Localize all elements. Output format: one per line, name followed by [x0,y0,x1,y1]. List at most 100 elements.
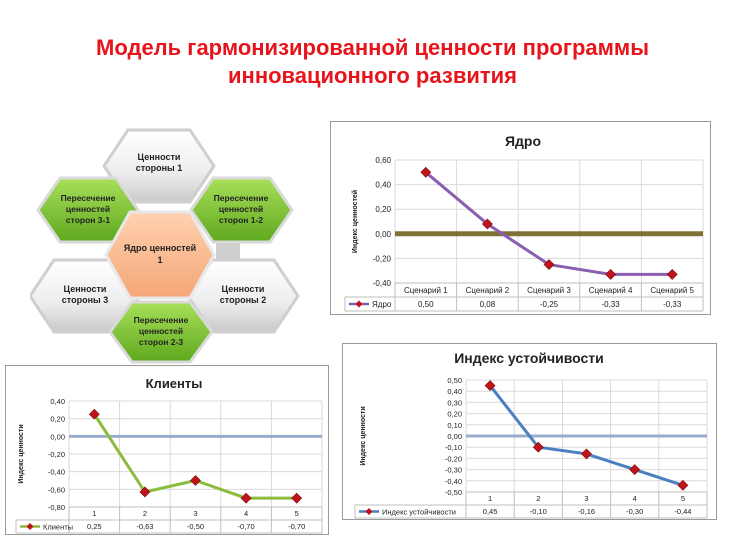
chart-clients-value-label: -0,70 [238,522,255,531]
chart-clients-y-tick-label: 0,40 [50,397,65,406]
chart-core-x-tick-label: Сценарий 3 [527,286,571,295]
chart-clients-data-point-1 [88,408,100,420]
chart-stability-y-axis-label: Индекс ценности [360,406,367,465]
chart-core-y-tick-label: -0,20 [373,254,392,263]
chart-stability-x-tick-label: 1 [488,494,492,503]
hex-core-line-1: Ядро ценностей [124,243,196,253]
chart-core-data-point-5 [666,268,678,280]
hex-values-2-line-2: стороны 2 [220,295,266,305]
chart-core-value-label: 0,50 [418,300,434,309]
chart-stability-y-tick-label: 0,10 [447,421,462,430]
hex-values-3-line-1: Ценности [64,284,107,294]
hex-intersect-1-2-line-1: Пересечение [214,193,269,203]
hex-values-2-line-1: Ценности [222,284,265,294]
chart-core-data-point-4 [605,268,617,280]
hex-values-1-line-2: стороны 1 [136,163,182,173]
chart-stability-data-point-1 [484,380,496,392]
hexagon-diagram: Ценности стороны 1 Ценности стороны 2 Це… [30,128,300,364]
chart-clients-svg: Клиенты Индекс ценности 0,40 0,20 0,00 -0,20 -… [15,376,323,534]
chart-core-x-tick-label: Сценарий 1 [404,286,448,295]
chart-stability-y-tick-label: 0,00 [447,432,462,441]
chart-clients-x-tick-label: 5 [295,509,299,518]
chart-clients-value-label: -0,70 [288,522,305,531]
chart-stability-x-tick-label: 2 [536,494,540,503]
chart-clients-legend-marker [26,523,34,530]
chart-clients: Клиенты Индекс ценности 0,40 0,20 0,00 -0,20 -… [5,365,329,535]
hex-intersect-2-3-line-1: Пересечение [134,315,189,325]
chart-stability-value-label: -0,30 [626,507,643,516]
chart-core-data-point-3 [543,259,555,270]
chart-core: Ядро Индекс ценностей 0,60 0,40 0,20 0,00 -0,2… [330,121,711,315]
hex-intersect-1-2-line-3: сторон 1-2 [219,215,263,225]
chart-clients-x-tick-label: 3 [193,509,197,518]
chart-stability-value-label: -0,44 [674,507,691,516]
hex-intersect-3-1-line-2: ценностей [66,204,110,214]
hex-intersect-2-3-line-3: сторон 2-3 [139,337,183,347]
hex-intersect-1-2-line-2: ценностей [219,204,263,214]
chart-stability: Индекс устойчивости Индекс ценности 0,50 0,… [342,343,717,520]
hex-values-1: Ценности стороны 1 [102,128,216,204]
chart-clients-data-point-5 [291,492,303,504]
chart-stability-y-tick-label: 0,20 [447,410,462,419]
chart-clients-value-label: -0,63 [136,522,153,531]
chart-stability-y-tick-label: -0,40 [445,477,462,486]
chart-core-x-tick-label: Сценарий 4 [589,286,633,295]
chart-clients-legend-label: Клиенты [43,523,73,532]
chart-core-y-tick-label: 0,00 [375,230,391,239]
chart-stability-data-point-2 [532,441,544,453]
chart-stability-legend-label: Индекс устойчивости [382,508,456,517]
chart-clients-y-tick-label: -0,20 [48,450,65,459]
page-title-line-2: инновационного развития [228,63,517,88]
page-title-line-1: Модель гармонизированной ценности програ… [96,35,649,60]
chart-core-svg: Ядро Индекс ценностей 0,60 0,40 0,20 0,00 -0,2… [344,133,704,312]
chart-core-y-tick-label: -0,40 [373,279,392,288]
chart-stability-y-tick-label: -0,10 [445,443,462,452]
chart-core-x-tick-label: Сценарий 2 [466,286,510,295]
hex-intersect-1-2: Пересечение ценностей сторон 1-2 [189,176,294,244]
chart-core-data-point-2 [481,218,493,230]
chart-clients-y-tick-label: 0,00 [50,432,65,441]
hex-intersect-3-1: Пересечение ценностей сторон 3-1 [36,176,140,244]
chart-stability-y-tick-label: 0,40 [447,387,462,396]
hex-intersect-3-1-line-1: Пересечение [61,193,116,203]
hex-values-3-line-2: стороны 3 [62,295,108,305]
chart-core-value-label: -0,25 [540,300,559,309]
chart-clients-data-point-3 [190,475,201,486]
chart-stability-y-tick-label: 0,30 [447,398,462,407]
chart-stability-legend-marker [365,508,373,515]
chart-stability-x-tick-label: 5 [681,494,685,503]
chart-clients-y-tick-label: -0,40 [48,468,65,477]
chart-stability-svg: Индекс устойчивости Индекс ценности 0,50 0,… [354,350,708,519]
chart-core-value-label: 0,08 [480,300,496,309]
chart-core-y-tick-label: 0,40 [375,181,391,190]
hex-intersect-2-3-line-2: ценностей [139,326,183,336]
chart-core-data-point-1 [420,166,432,178]
chart-core-y-tick-label: 0,20 [375,205,391,214]
chart-clients-x-tick-label: 2 [143,509,147,518]
hex-values-1-line-1: Ценности [138,152,181,162]
chart-stability-y-tick-label: -0,50 [445,488,462,497]
chart-stability-x-tick-label: 4 [633,494,637,503]
chart-clients-y-tick-label: -0,80 [48,503,65,512]
hex-core: Ядро ценностей 1 [104,210,216,300]
chart-core-title: Ядро [505,133,541,149]
chart-stability-value-label: -0,16 [578,507,595,516]
page-title: Модель гармонизированной ценности програ… [0,34,745,90]
chart-clients-y-tick-label: -0,60 [48,485,65,494]
chart-core-y-axis-label: Индекс ценностей [351,190,359,253]
chart-core-value-label: -0,33 [601,300,620,309]
hex-intersect-3-1-line-3: сторон 3-1 [66,215,110,225]
hex-core-line-2: 1 [157,255,162,265]
chart-core-x-tick-label: Сценарий 5 [650,286,694,295]
chart-clients-data-point-2 [139,486,151,498]
chart-clients-value-label: -0,50 [187,522,204,531]
chart-core-legend-marker [355,300,363,308]
chart-stability-y-tick-label: -0,30 [445,466,462,475]
chart-clients-value-label: 0,25 [87,522,102,531]
chart-clients-x-tick-label: 4 [244,509,248,518]
chart-clients-y-tick-label: 0,20 [50,415,65,424]
chart-core-series-line [424,171,673,276]
chart-stability-y-tick-label: 0,50 [447,376,462,385]
chart-stability-data-point-5 [677,479,689,491]
chart-stability-value-label: -0,10 [530,507,547,516]
